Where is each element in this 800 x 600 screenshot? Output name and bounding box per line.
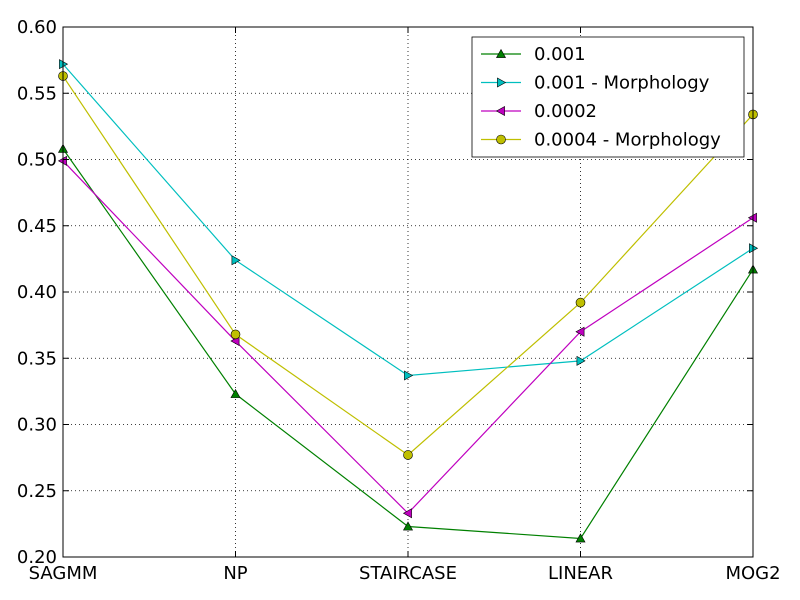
x-tick-label: NP <box>223 563 247 584</box>
legend-marker <box>497 77 507 88</box>
legend-marker <box>495 105 505 117</box>
y-tick-label: 0.25 <box>17 481 57 502</box>
series-2 <box>57 155 757 519</box>
data-point <box>230 388 241 398</box>
series-layer <box>57 59 759 543</box>
y-tick-label: 0.50 <box>17 150 57 171</box>
x-tick-label: MOG2 <box>725 563 780 584</box>
data-point <box>231 255 241 266</box>
legend: 0.001 0.001 - Morphology 0.0002 0.0004 - Mo… <box>471 36 745 158</box>
y-tick-label: 0.45 <box>17 216 57 237</box>
y-tick-label: 0.20 <box>17 547 57 568</box>
legend-entry: 0.001 <box>481 44 586 65</box>
data-point <box>575 297 586 308</box>
legend-label: 0.001 <box>534 44 586 65</box>
x-tick-label: LINEAR <box>548 563 613 584</box>
y-tick-label: 0.35 <box>17 348 57 369</box>
legend-entry: 0.0004 - Morphology <box>481 130 721 151</box>
data-point <box>575 326 585 337</box>
x-tick-labels: SAGMM NP STAIRCASE LINEAR MOG2 <box>29 563 781 584</box>
legend-marker <box>495 48 507 58</box>
legend-label: 0.001 - Morphology <box>534 73 710 94</box>
x-tick-label: STAIRCASE <box>359 563 457 584</box>
data-point <box>230 329 241 340</box>
y-tick-label: 0.55 <box>17 83 57 104</box>
data-point <box>402 521 414 531</box>
legend-label: 0.0002 <box>534 101 597 122</box>
grid-lines <box>63 27 753 557</box>
legend-marker <box>496 134 506 145</box>
data-point <box>576 355 586 366</box>
y-tick-label: 0.60 <box>17 17 57 38</box>
legend-entry: 0.001 - Morphology <box>481 73 710 94</box>
legend-entry: 0.0002 <box>481 101 597 122</box>
data-point <box>575 533 586 543</box>
data-point <box>402 508 412 519</box>
tick-marks <box>62 26 754 558</box>
y-tick-label: 0.30 <box>17 415 57 436</box>
data-point <box>403 450 413 460</box>
y-tick-labels: 0.20 0.25 0.30 0.35 0.40 0.45 0.50 0.55 0.60 <box>17 17 57 568</box>
series-line <box>62 160 754 515</box>
data-point <box>404 370 414 381</box>
legend-label: 0.0004 - Morphology <box>534 130 721 151</box>
y-tick-label: 0.40 <box>17 282 57 303</box>
x-tick-label: SAGMM <box>29 563 98 584</box>
legend-box <box>471 36 745 158</box>
